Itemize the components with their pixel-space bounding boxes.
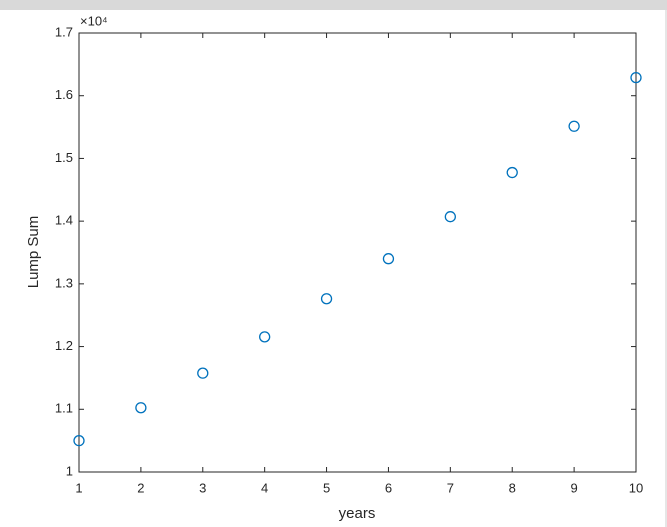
x-tick-label: 2 — [137, 480, 144, 495]
marker — [259, 331, 271, 343]
y-tick-label: 1.3 — [55, 275, 73, 290]
marker — [382, 253, 395, 265]
y-tick-label: 1.5 — [55, 150, 73, 165]
marker — [444, 211, 456, 223]
marker — [568, 120, 580, 132]
x-tick-label: 1 — [75, 480, 82, 495]
x-tick-label: 8 — [509, 480, 516, 495]
marker — [630, 71, 642, 84]
x-tick-label: 7 — [447, 480, 454, 495]
y-axis-label: Lump Sum — [25, 216, 42, 289]
marker — [506, 166, 518, 179]
axes-box — [78, 32, 637, 473]
y-tick-label: 1.7 — [55, 24, 73, 39]
x-tick-label: 4 — [261, 480, 268, 495]
window-bar — [0, 0, 667, 10]
x-tick-label: 5 — [323, 480, 330, 495]
y-tick-label: 1.1 — [55, 401, 73, 416]
x-tick-label: 9 — [570, 480, 577, 495]
marker — [135, 402, 147, 414]
marker — [73, 434, 85, 447]
y-tick-label: 1.6 — [55, 87, 73, 102]
y-tick-label: 1.4 — [55, 213, 73, 228]
x-axis-label: years — [339, 505, 376, 522]
x-tick-label: 10 — [629, 480, 643, 495]
y-tick-label: 1.2 — [55, 338, 73, 353]
y-tick-label: 1 — [66, 463, 73, 478]
x-tick-label: 3 — [199, 480, 206, 495]
y-multiplier: ×10⁴ — [80, 13, 108, 28]
marker — [320, 293, 333, 305]
x-tick-label: 6 — [385, 480, 392, 495]
marker — [197, 367, 209, 379]
